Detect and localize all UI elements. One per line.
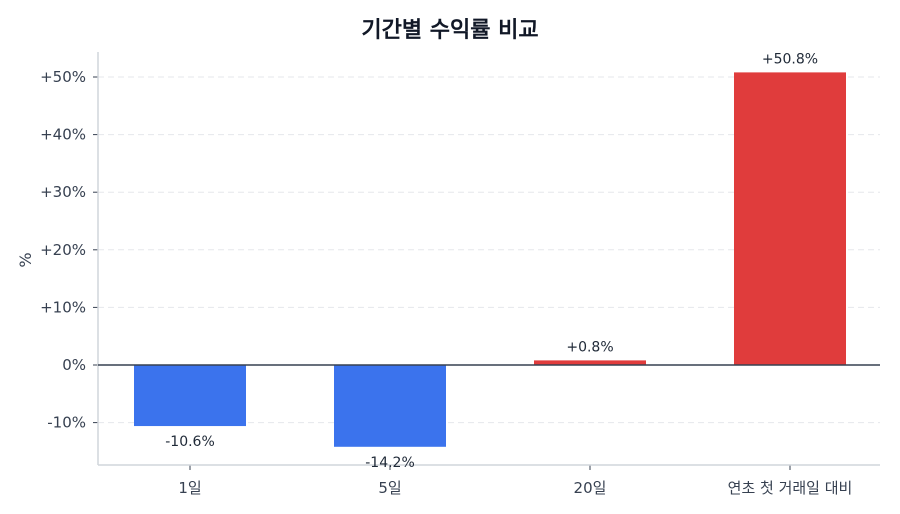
- y-tick-label: +10%: [40, 298, 86, 316]
- bar-2: [334, 365, 446, 447]
- y-tick-label: 0%: [62, 356, 86, 374]
- y-tick-label: +40%: [40, 126, 86, 144]
- x-tick-label: 5일: [378, 479, 401, 497]
- axes: -10% 0% +10% +20% +30% +40% +50% 1일 5일 20일 연초 첫 거래…: [40, 52, 880, 497]
- bars: [134, 72, 846, 447]
- value-labels: -10.6% -14.2% +0.8% +50.8%: [165, 51, 818, 470]
- value-label: +0.8%: [566, 339, 613, 355]
- value-label: -14.2%: [365, 455, 415, 471]
- y-axis-label: %: [16, 252, 35, 267]
- y-tick-label: +50%: [40, 68, 86, 86]
- y-tick-label: +30%: [40, 183, 86, 201]
- x-tick-label: 1일: [178, 479, 201, 497]
- x-tick-label: 연초 첫 거래일 대비: [728, 479, 853, 497]
- y-tick-label: +20%: [40, 241, 86, 259]
- bar-3: [534, 360, 646, 365]
- value-label: -10.6%: [165, 434, 215, 450]
- value-label: +50.8%: [762, 51, 818, 67]
- x-tick-label: 20일: [574, 479, 607, 497]
- y-tick-label: -10%: [47, 414, 86, 432]
- bar-4: [734, 72, 846, 365]
- chart-title: 기간별 수익률 비교: [361, 18, 539, 43]
- bar-1: [134, 365, 246, 427]
